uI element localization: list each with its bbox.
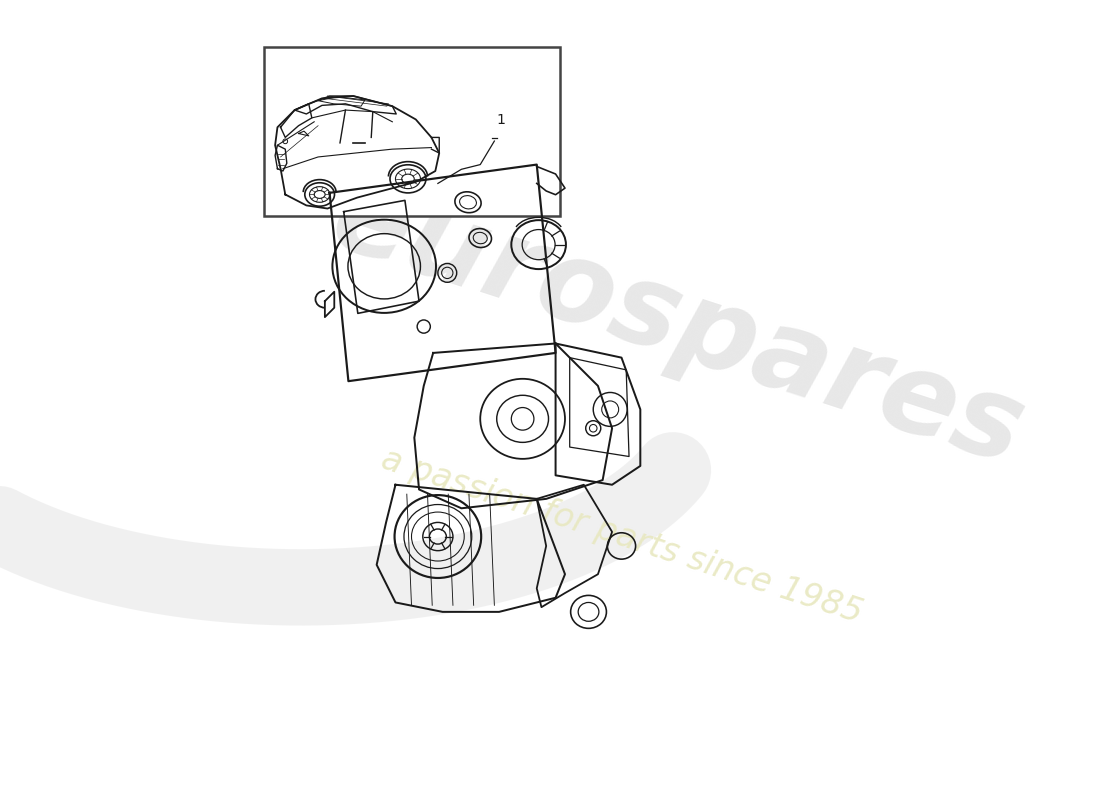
Text: eurospares: eurospares	[319, 161, 1037, 489]
Bar	[264, 47, 560, 216]
Text: a passion for parts since 1985: a passion for parts since 1985	[376, 443, 867, 630]
Text: 1: 1	[496, 113, 505, 127]
